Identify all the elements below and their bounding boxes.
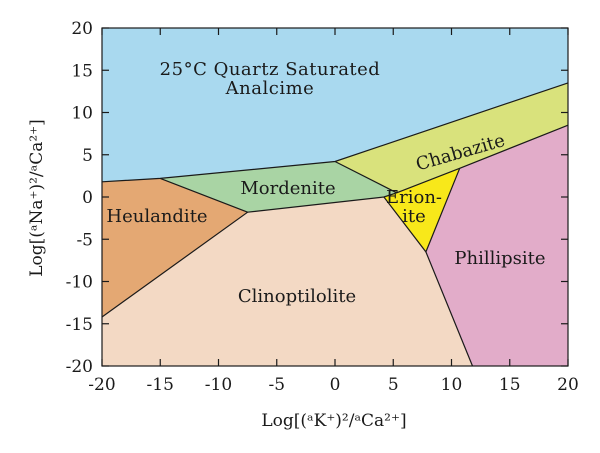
field-label-mordenite: Mordenite bbox=[240, 178, 335, 199]
y-axis-title: Log[(ᵃNa⁺)²/ᵃCa²⁺] bbox=[27, 119, 47, 277]
phase-boundary-1 bbox=[101, 82, 569, 183]
field-clinoptilolite bbox=[102, 197, 473, 366]
y-tick-label: 5 bbox=[82, 146, 93, 166]
y-tick-label: -20 bbox=[66, 357, 93, 377]
field-erionite bbox=[383, 168, 460, 252]
diagram-title-line-2: Analcime bbox=[225, 78, 315, 99]
y-tick-label: -15 bbox=[66, 315, 93, 335]
diagram-title-line-1: 25°C Quartz Saturated bbox=[160, 59, 381, 80]
field-label-phillipsite: Phillipsite bbox=[454, 248, 545, 269]
x-tick-label: 0 bbox=[330, 375, 341, 395]
x-tick-label: 15 bbox=[499, 375, 521, 395]
y-tick-label: 0 bbox=[82, 188, 93, 208]
field-chabazite bbox=[335, 82, 568, 193]
x-tick-label: 10 bbox=[441, 375, 463, 395]
y-tick-label: 20 bbox=[71, 19, 93, 39]
y-tick-label: -10 bbox=[66, 273, 93, 293]
y-tick-label: 10 bbox=[71, 104, 93, 124]
x-tick-label: -10 bbox=[205, 375, 232, 395]
field-label-heulandite: Heulandite bbox=[106, 206, 207, 227]
phase-boundaries bbox=[101, 82, 569, 367]
x-tick-label: 20 bbox=[557, 375, 579, 395]
stability-fields bbox=[102, 28, 568, 366]
field-label-erionite-2: ite bbox=[402, 206, 426, 227]
y-tick-label: -5 bbox=[76, 230, 93, 250]
x-tick-label: -20 bbox=[88, 375, 115, 395]
phase-boundary-2 bbox=[334, 160, 397, 194]
field-analcime bbox=[102, 28, 568, 182]
field-phillipsite bbox=[425, 125, 568, 366]
x-axis-title: Log[(ᵃK⁺)²/ᵃCa²⁺] bbox=[261, 411, 406, 431]
x-tick-label: -15 bbox=[147, 375, 174, 395]
field-label-erionite-1: Erion- bbox=[386, 187, 442, 208]
phase-boundary-7 bbox=[425, 251, 474, 367]
field-heulandite bbox=[102, 178, 248, 317]
x-tick-label: -5 bbox=[268, 375, 285, 395]
y-tick-label: 15 bbox=[71, 61, 93, 81]
axis-ticks: -20 -15 -10 -5 0 5 10 15 20 -20 -15 -10 -5 0 5 10 15 20 bbox=[66, 19, 579, 395]
x-tick-label: 5 bbox=[388, 375, 399, 395]
field-label-clinoptilolite: Clinoptilolite bbox=[238, 286, 356, 307]
field-mordenite bbox=[160, 161, 397, 213]
